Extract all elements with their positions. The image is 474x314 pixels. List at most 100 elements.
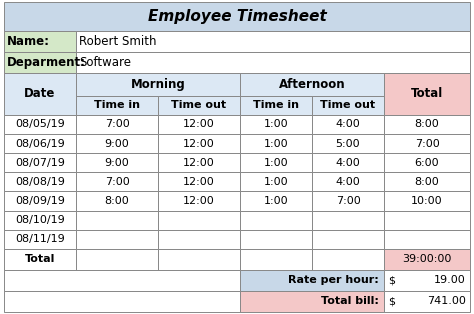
Text: 08/07/19: 08/07/19 bbox=[15, 158, 65, 168]
Bar bbox=[384, 270, 470, 291]
Text: Total: Total bbox=[411, 87, 443, 100]
Bar bbox=[158, 230, 240, 249]
Bar bbox=[158, 153, 240, 172]
Text: Name:: Name: bbox=[7, 35, 50, 48]
Text: 1:00: 1:00 bbox=[264, 138, 288, 149]
Bar bbox=[4, 192, 76, 211]
Text: 7:00: 7:00 bbox=[105, 177, 129, 187]
Bar bbox=[240, 270, 384, 291]
Text: 7:00: 7:00 bbox=[336, 196, 360, 206]
Text: Employee Timesheet: Employee Timesheet bbox=[147, 9, 327, 24]
Text: Software: Software bbox=[79, 56, 131, 69]
Bar bbox=[76, 73, 240, 96]
Text: 7:00: 7:00 bbox=[105, 119, 129, 129]
Bar bbox=[240, 291, 384, 312]
Bar bbox=[4, 211, 76, 230]
Text: 08/08/19: 08/08/19 bbox=[15, 177, 65, 187]
Text: Rate per hour:: Rate per hour: bbox=[288, 275, 379, 285]
Bar bbox=[158, 96, 240, 115]
Text: Total bill:: Total bill: bbox=[321, 296, 379, 306]
Text: 12:00: 12:00 bbox=[183, 119, 215, 129]
Bar bbox=[4, 134, 76, 153]
Text: 08/09/19: 08/09/19 bbox=[15, 196, 65, 206]
Text: 8:00: 8:00 bbox=[415, 119, 439, 129]
Bar bbox=[76, 192, 158, 211]
Bar bbox=[312, 230, 384, 249]
Bar bbox=[384, 230, 470, 249]
Bar bbox=[76, 153, 158, 172]
Bar bbox=[384, 211, 470, 230]
Text: Time out: Time out bbox=[172, 100, 227, 110]
Bar bbox=[240, 73, 384, 96]
Bar bbox=[76, 52, 470, 73]
Text: Time in: Time in bbox=[253, 100, 299, 110]
Text: 08/06/19: 08/06/19 bbox=[15, 138, 65, 149]
Bar bbox=[158, 172, 240, 192]
Bar bbox=[4, 31, 76, 52]
Bar bbox=[76, 211, 158, 230]
Bar bbox=[76, 172, 158, 192]
Bar bbox=[240, 134, 312, 153]
Bar bbox=[158, 134, 240, 153]
Text: 12:00: 12:00 bbox=[183, 158, 215, 168]
Bar bbox=[240, 153, 312, 172]
Text: 1:00: 1:00 bbox=[264, 177, 288, 187]
Bar bbox=[384, 192, 470, 211]
Text: 1:00: 1:00 bbox=[264, 119, 288, 129]
Text: 1:00: 1:00 bbox=[264, 196, 288, 206]
Text: 8:00: 8:00 bbox=[415, 177, 439, 187]
Bar bbox=[312, 134, 384, 153]
Text: $: $ bbox=[388, 275, 395, 285]
Text: 9:00: 9:00 bbox=[105, 138, 129, 149]
Text: Deparment:: Deparment: bbox=[7, 56, 86, 69]
Bar bbox=[76, 249, 158, 270]
Bar bbox=[158, 249, 240, 270]
Bar bbox=[4, 153, 76, 172]
Text: 12:00: 12:00 bbox=[183, 177, 215, 187]
Text: 6:00: 6:00 bbox=[415, 158, 439, 168]
Bar bbox=[4, 172, 76, 192]
Text: 7:00: 7:00 bbox=[415, 138, 439, 149]
Bar bbox=[384, 291, 470, 312]
Bar bbox=[4, 115, 76, 134]
Bar bbox=[240, 230, 312, 249]
Bar bbox=[312, 249, 384, 270]
Text: 4:00: 4:00 bbox=[336, 158, 360, 168]
Bar bbox=[312, 153, 384, 172]
Text: 19.00: 19.00 bbox=[434, 275, 466, 285]
Bar bbox=[4, 73, 76, 115]
Bar bbox=[4, 291, 240, 312]
Bar bbox=[158, 192, 240, 211]
Bar bbox=[240, 96, 312, 115]
Text: 08/10/19: 08/10/19 bbox=[15, 215, 65, 225]
Bar bbox=[240, 211, 312, 230]
Bar bbox=[384, 249, 470, 270]
Bar bbox=[240, 172, 312, 192]
Bar bbox=[158, 211, 240, 230]
Bar bbox=[384, 115, 470, 134]
Bar bbox=[384, 153, 470, 172]
Text: 4:00: 4:00 bbox=[336, 119, 360, 129]
Text: 9:00: 9:00 bbox=[105, 158, 129, 168]
Text: 12:00: 12:00 bbox=[183, 196, 215, 206]
Text: 12:00: 12:00 bbox=[183, 138, 215, 149]
Text: 1:00: 1:00 bbox=[264, 158, 288, 168]
Bar bbox=[312, 115, 384, 134]
Text: 4:00: 4:00 bbox=[336, 177, 360, 187]
Bar bbox=[4, 249, 76, 270]
Text: Afternoon: Afternoon bbox=[279, 78, 346, 91]
Text: Time out: Time out bbox=[320, 100, 375, 110]
Text: Total: Total bbox=[25, 254, 55, 264]
Text: Date: Date bbox=[24, 87, 55, 100]
Bar bbox=[240, 115, 312, 134]
Bar bbox=[158, 115, 240, 134]
Text: 10:00: 10:00 bbox=[411, 196, 443, 206]
Bar bbox=[240, 249, 312, 270]
Bar bbox=[4, 230, 76, 249]
Text: Robert Smith: Robert Smith bbox=[79, 35, 156, 48]
Bar bbox=[76, 31, 470, 52]
Bar bbox=[312, 192, 384, 211]
Text: Time in: Time in bbox=[94, 100, 140, 110]
Bar bbox=[76, 134, 158, 153]
Text: 08/11/19: 08/11/19 bbox=[15, 234, 65, 244]
